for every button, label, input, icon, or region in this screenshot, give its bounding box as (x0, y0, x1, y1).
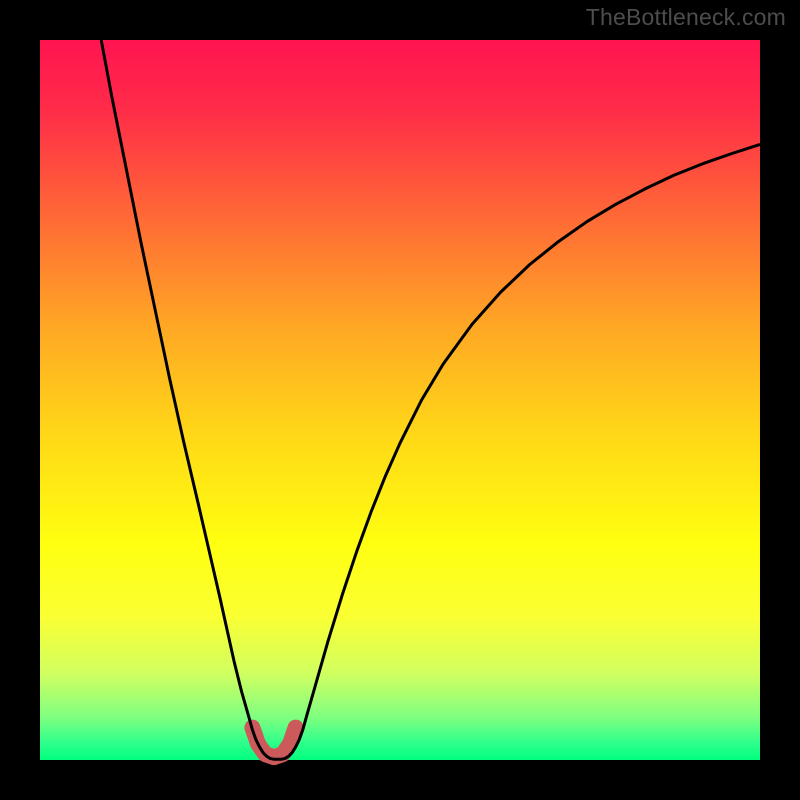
bottleneck-chart (0, 0, 800, 800)
watermark-text: TheBottleneck.com (586, 4, 786, 31)
plot-background (40, 40, 760, 760)
